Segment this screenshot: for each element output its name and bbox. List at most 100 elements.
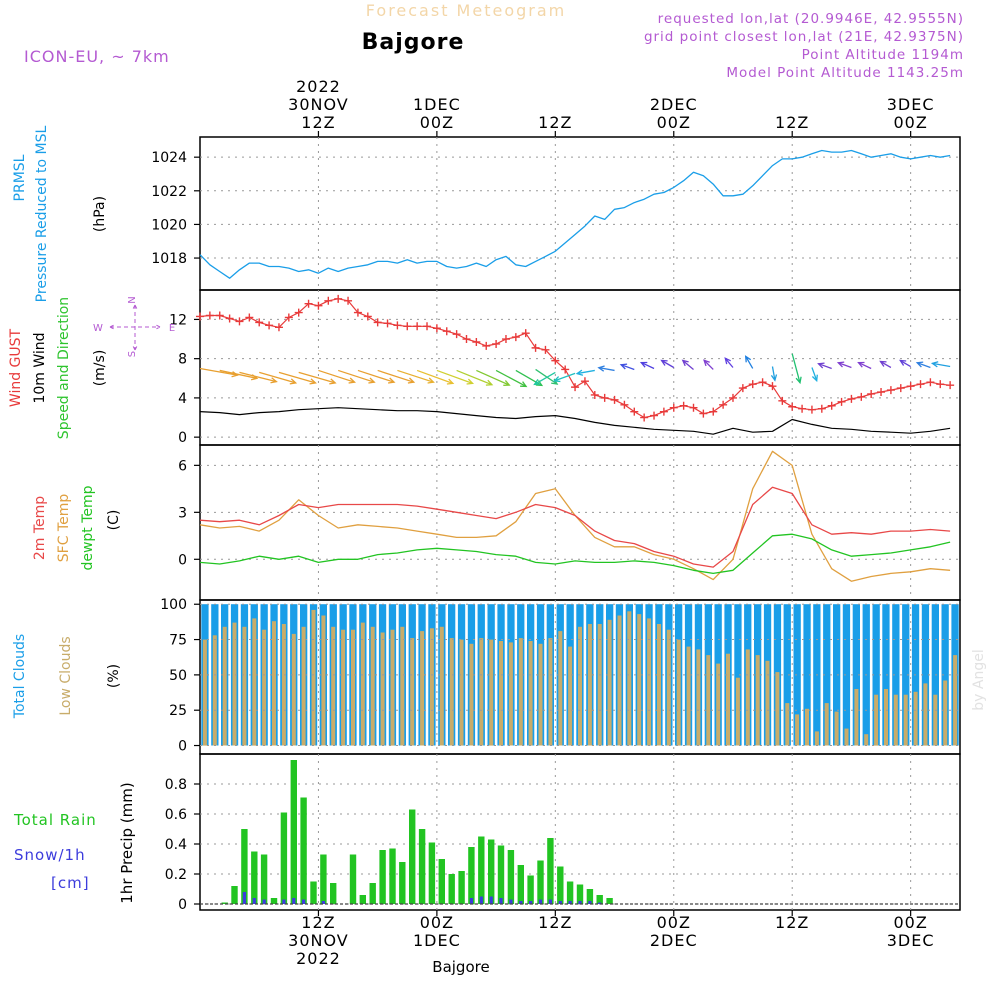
gust-marker — [768, 382, 777, 391]
precip-label-snow: Snow/1h — [14, 846, 86, 864]
gust-marker — [886, 386, 895, 395]
wind-arrow — [811, 367, 818, 383]
wind-arrow-shaft — [724, 357, 734, 368]
gust-marker — [571, 383, 580, 392]
low-cloud-bar — [893, 694, 898, 746]
gust-marker — [758, 378, 767, 387]
panels: 1018 1020 1022 1024 PRMSL Pressure Reduced to… — [8, 125, 961, 913]
rain-bar — [527, 875, 534, 904]
gust-marker — [719, 400, 728, 409]
wind-arrow-shaft — [495, 369, 527, 387]
low-cloud-bar — [429, 628, 434, 746]
wind-arrow-shaft — [682, 359, 694, 370]
top-time-label: 3DEC — [887, 95, 935, 114]
gust-marker — [344, 296, 353, 305]
low-cloud-bar — [627, 611, 632, 746]
low-cloud-bar — [400, 626, 405, 746]
snow-bar — [292, 898, 296, 904]
bottom-time-label: 12Z — [775, 913, 809, 932]
bottom-time-label: 2DEC — [650, 931, 698, 950]
gust-marker — [482, 341, 491, 350]
gust-marker — [324, 296, 333, 305]
wind-arrow-shaft — [703, 359, 714, 370]
wind-ytick-label: 8 — [178, 352, 187, 368]
top-time-label: 30NOV — [288, 95, 349, 114]
snow-bar — [538, 899, 543, 904]
low-cloud-bar — [913, 691, 918, 746]
wind-arrow — [930, 361, 951, 368]
pressure-ytick-label: 1018 — [151, 251, 187, 267]
gust-marker — [590, 390, 599, 399]
low-cloud-bar — [824, 703, 829, 746]
gust-marker — [393, 321, 402, 330]
wind-arrow — [456, 369, 494, 386]
low-cloud-bar — [726, 653, 730, 746]
gust-marker — [403, 322, 412, 331]
snow-bar — [598, 902, 602, 904]
low-cloud-bar — [874, 694, 879, 746]
low-cloud-bar — [410, 638, 415, 746]
low-cloud-bar — [499, 641, 503, 746]
dewpoint-line — [199, 533, 951, 575]
wind-arrow-shaft — [259, 371, 296, 384]
temperature-ytick-label: 0 — [178, 552, 187, 568]
low-cloud-bar — [607, 619, 612, 746]
wind-arrow-shaft — [641, 361, 655, 370]
low-cloud-bar — [420, 631, 425, 746]
wind-arrow — [681, 359, 694, 370]
wind-arrow-head — [899, 359, 907, 366]
grid-point-coordinates: grid point closest lon,lat (21E, 42.9375… — [644, 29, 964, 45]
low-cloud-bar — [943, 680, 948, 746]
wind-arrow — [259, 371, 298, 385]
low-cloud-bar — [657, 624, 661, 746]
wind-arrow-head — [836, 361, 845, 368]
clouds-panel: 0 25 50 75 100 Total Clouds Low Clouds (%) — [12, 597, 961, 755]
temp-label-dew: dewpt Temp — [80, 485, 96, 570]
low-cloud-bar — [311, 609, 316, 746]
low-cloud-bar — [706, 655, 711, 746]
top-time-label: 12Z — [775, 113, 809, 132]
footer-location: Bajgore — [432, 958, 489, 976]
wind-ytick-label: 4 — [178, 391, 187, 407]
low-cloud-bar — [617, 615, 622, 746]
rain-bar — [320, 854, 327, 904]
snow-bar — [509, 899, 513, 904]
rain-bar — [300, 797, 307, 904]
gust-marker — [827, 401, 836, 410]
top-time-label: 12Z — [538, 113, 572, 132]
wind-arrow-shaft — [476, 369, 510, 386]
snow-bar — [489, 896, 493, 904]
low-cloud-bar — [469, 643, 474, 746]
rain-bar — [290, 760, 297, 904]
wind-arrow-head — [879, 360, 887, 367]
wind-arrow — [318, 369, 357, 384]
total-cloud-bar — [793, 604, 801, 746]
gust-marker — [699, 409, 708, 418]
gust-marker — [363, 312, 372, 321]
gust-marker — [353, 308, 362, 317]
compass-w: W — [93, 323, 103, 334]
wind-arrow-head — [915, 361, 924, 368]
rain-bar — [418, 829, 426, 904]
gust-marker — [472, 337, 481, 346]
low-cloud-bar — [380, 632, 385, 746]
wind-arrow-shaft — [357, 369, 395, 383]
low-cloud-bar — [597, 624, 602, 746]
bottom-time-label: 12Z — [538, 913, 572, 932]
gust-marker — [265, 321, 274, 330]
wind-arrow-shaft — [318, 369, 355, 383]
snow-bar — [568, 901, 572, 904]
rain-bar — [488, 839, 495, 904]
wind-arrow-head — [817, 362, 825, 369]
rain-bar — [596, 895, 603, 904]
wind-arrow-shaft — [456, 369, 493, 386]
rain-bar — [517, 865, 524, 904]
low-cloud-bar — [449, 638, 454, 746]
wind-arrow — [836, 361, 852, 369]
wind-arrow-head — [681, 359, 689, 367]
wind-arrow-shaft — [932, 362, 951, 368]
wind-arrow-head — [368, 377, 376, 384]
low-cloud-bar — [676, 639, 681, 746]
wind-arrow-shaft — [620, 364, 635, 371]
gust-marker — [284, 313, 293, 322]
